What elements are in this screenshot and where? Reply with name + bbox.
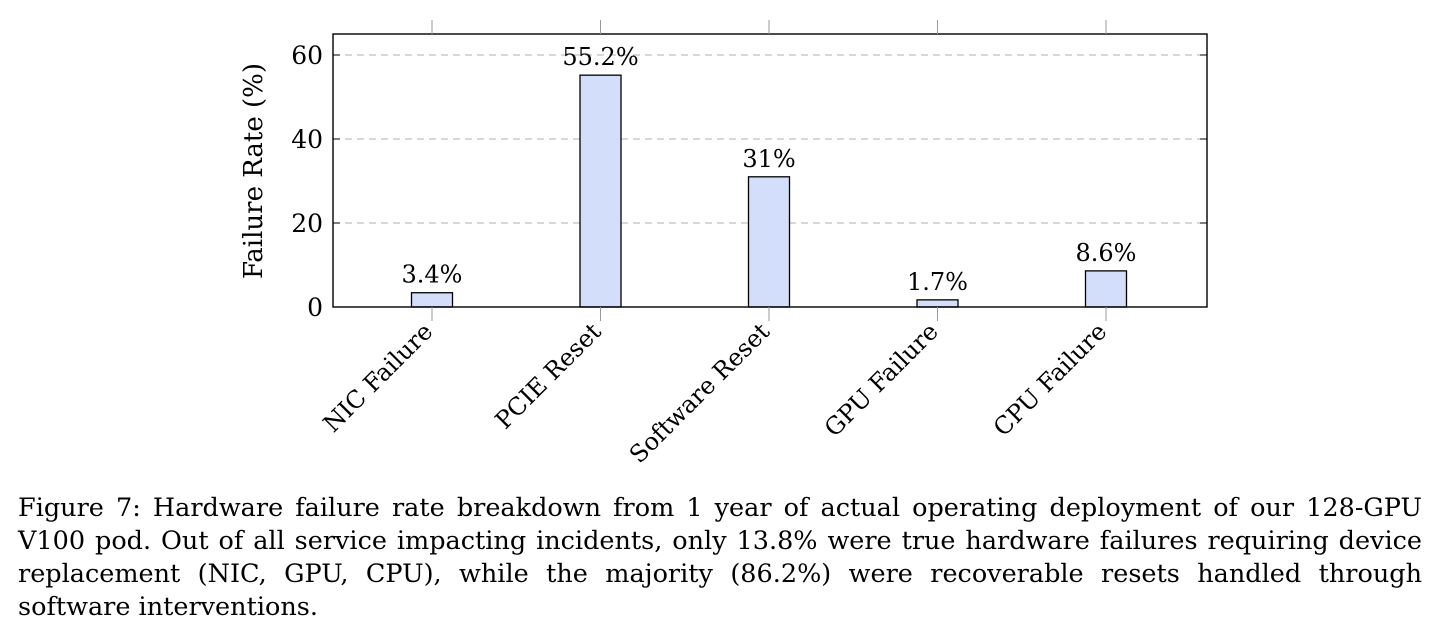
bar-chart: 3.4% 55.2% 31% 1.7% 8.6% NIC Failure PCIE Res… bbox=[239, 20, 1208, 469]
y-tick-label: 60 bbox=[291, 41, 323, 70]
x-tick-label: NIC Failure bbox=[318, 317, 438, 437]
bar bbox=[1084, 270, 1128, 308]
axis-ticks bbox=[333, 20, 1207, 321]
plot-frame bbox=[332, 33, 1208, 308]
bar bbox=[410, 292, 454, 308]
data-labels: 3.4% 55.2% 31% 1.7% 8.6% bbox=[402, 43, 1137, 296]
bar bbox=[579, 74, 622, 308]
y-tick-labels: 0 20 40 60 bbox=[291, 41, 323, 322]
bar-value-label: 1.7% bbox=[907, 268, 968, 296]
y-axis-label: Failure Rate (%) bbox=[239, 63, 269, 279]
caption-label: Figure 7: bbox=[18, 493, 141, 523]
caption-text: Hardware failure rate breakdown from 1 y… bbox=[18, 493, 1423, 622]
x-tick-label: PCIE Reset bbox=[490, 317, 607, 434]
bars bbox=[410, 74, 1128, 308]
bar-value-label: 3.4% bbox=[402, 261, 463, 289]
y-tick-label: 40 bbox=[291, 125, 323, 154]
x-tick-label: Software Reset bbox=[624, 317, 776, 469]
bar-value-label: 31% bbox=[742, 145, 795, 173]
y-tick-label: 0 bbox=[307, 293, 323, 322]
x-tick-labels: NIC Failure PCIE Reset Software Reset GPU F… bbox=[318, 317, 1112, 469]
bar-value-label: 8.6% bbox=[1076, 239, 1137, 267]
figure-caption: Figure 7: Hardware failure rate breakdow… bbox=[18, 492, 1422, 624]
bar bbox=[916, 299, 959, 308]
y-tick-label: 20 bbox=[291, 209, 323, 238]
x-tick-label: CPU Failure bbox=[988, 317, 1112, 441]
bar bbox=[747, 176, 791, 308]
bar-value-label: 55.2% bbox=[562, 43, 638, 71]
x-tick-label: GPU Failure bbox=[819, 317, 944, 442]
